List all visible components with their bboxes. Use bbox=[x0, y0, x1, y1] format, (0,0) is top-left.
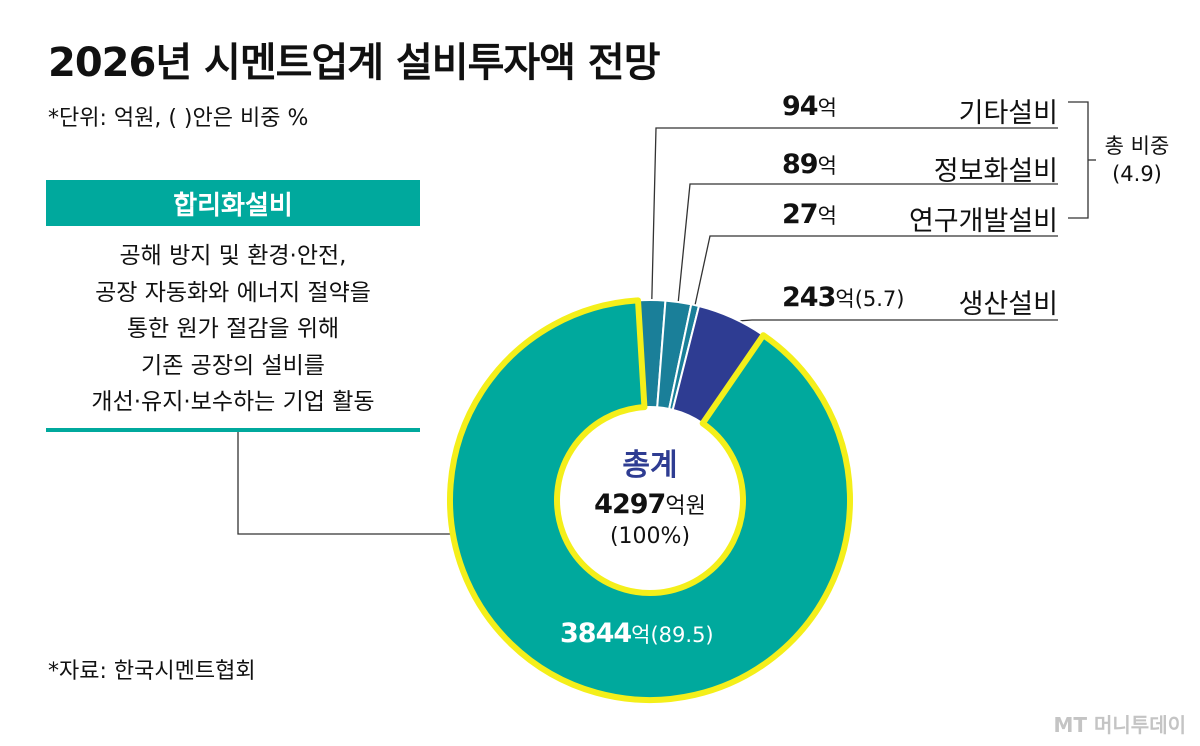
chart-title: 2026년 시멘트업계 설비투자액 전망 bbox=[48, 40, 661, 86]
leader-line-rationalization bbox=[237, 432, 450, 535]
explainer-underline bbox=[46, 428, 420, 432]
label-others-value: 94억 bbox=[782, 91, 837, 122]
value-unit: 억 bbox=[817, 204, 837, 228]
label-others-name: 기타설비 bbox=[958, 98, 1058, 129]
value-number: 27 bbox=[782, 199, 819, 230]
explainer-heading: 합리화설비 bbox=[46, 180, 420, 226]
leader-line-others bbox=[651, 127, 1058, 305]
center-total: 4297억원 bbox=[540, 488, 760, 520]
donut-slices bbox=[447, 297, 853, 703]
label-rnd-name: 연구개발설비 bbox=[908, 206, 1058, 237]
value-number: 89 bbox=[782, 149, 819, 180]
explainer-line: 공해 방지 및 환경·안전, bbox=[119, 243, 347, 269]
label-it-value: 89억 bbox=[782, 149, 837, 180]
value-number: 243 bbox=[782, 282, 836, 313]
value-unit: 억 bbox=[817, 96, 837, 120]
center-total-value: 4297 bbox=[594, 489, 666, 520]
explainer-line: 개선·유지·보수하는 기업 활동 bbox=[91, 389, 375, 415]
center-title: 총계 bbox=[622, 448, 678, 483]
explainer-line: 기존 공장의 설비를 bbox=[141, 352, 325, 379]
value-unit: 억 bbox=[817, 154, 837, 178]
label-it-name: 정보화설비 bbox=[933, 156, 1058, 187]
unit-note: *단위: 억원, ( )안은 비중 % bbox=[48, 106, 309, 131]
center-total-pct: (100%) bbox=[609, 524, 691, 549]
value-number: 94 bbox=[782, 91, 819, 122]
slice-rationalization bbox=[447, 297, 853, 703]
publisher-logo: MT 머니투데이 bbox=[1053, 713, 1186, 737]
leader-line-it bbox=[677, 183, 1058, 307]
explainer-description: 공해 방지 및 환경·안전, 공장 자동화와 에너지 절약을 통한 원가 절감을… bbox=[46, 238, 420, 421]
value-number: 3844 bbox=[560, 618, 632, 649]
group-bracket bbox=[1068, 101, 1089, 219]
label-production-name: 생산설비 bbox=[958, 289, 1058, 320]
label-rationalization-value: 3844억(89.5) bbox=[560, 618, 760, 649]
explainer-line: 공장 자동화와 에너지 절약을 bbox=[95, 279, 371, 306]
explainer-line: 통한 원가 절감을 위해 bbox=[126, 316, 340, 342]
value-pct: (5.7) bbox=[854, 287, 905, 311]
source-note: *자료: 한국시멘트협회 bbox=[48, 659, 256, 684]
value-unit: 억 bbox=[835, 287, 855, 311]
value-unit: 억 bbox=[631, 623, 651, 647]
center-total-unit: 억원 bbox=[665, 494, 706, 519]
label-production-value: 243억(5.7) bbox=[782, 282, 905, 313]
label-rnd-value: 27억 bbox=[782, 199, 837, 230]
group-ratio: 총 비중 (4.9) bbox=[1094, 132, 1180, 188]
group-ratio-label: 총 비중 bbox=[1104, 134, 1170, 158]
value-pct: (89.5) bbox=[650, 623, 714, 647]
leader-line-rnd bbox=[693, 235, 1058, 310]
group-ratio-value: (4.9) bbox=[1112, 162, 1162, 186]
